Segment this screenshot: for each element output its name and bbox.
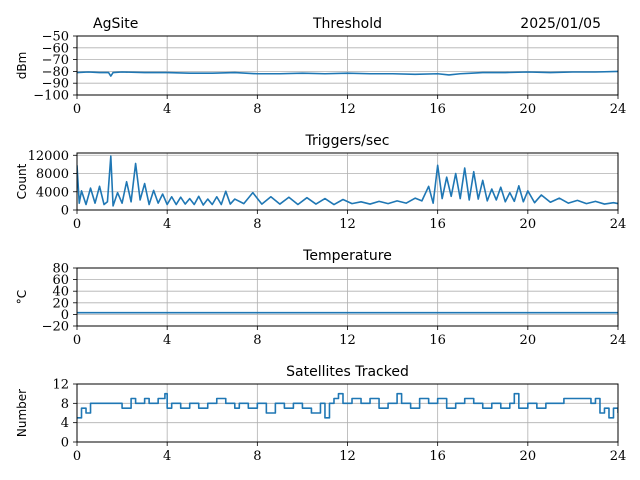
y-axis-label: Count — [15, 163, 29, 199]
y-tick-label: 0 — [61, 204, 69, 219]
y-tick-label: −70 — [42, 53, 69, 68]
x-tick-label: 4 — [163, 217, 171, 232]
x-tick-label: 12 — [339, 333, 356, 348]
y-tick-label: −60 — [42, 41, 69, 56]
series-line — [77, 392, 618, 419]
x-tick-label: 24 — [610, 333, 627, 348]
panels: 0 4 8 12 16 20 24 −100−90−80−70−60−50 Threshold d… — [15, 16, 626, 464]
y-tick-label: 8 — [61, 397, 69, 412]
x-tick-label: 0 — [73, 217, 81, 232]
x-tick-label: 16 — [429, 333, 446, 348]
y-tick-label: −80 — [42, 65, 69, 80]
x-tick-label: 8 — [253, 102, 261, 117]
x-tick-label: 4 — [163, 102, 171, 117]
x-tick-label: 12 — [339, 102, 356, 117]
y-tick-label: −100 — [33, 89, 69, 104]
y-tick-label: 20 — [52, 296, 69, 311]
x-tick-label: 24 — [610, 449, 627, 464]
x-tick-label: 8 — [253, 333, 261, 348]
y-tick-label: 8000 — [36, 167, 69, 182]
y-tick-label: 60 — [52, 273, 69, 288]
y-tick-label: −50 — [42, 30, 69, 45]
y-tick-label: 0 — [61, 436, 69, 451]
x-tick-label: 20 — [520, 333, 537, 348]
x-tick-label: 20 — [520, 449, 537, 464]
x-tick-label: 12 — [339, 217, 356, 232]
chart-title: Threshold — [312, 16, 382, 32]
chart-panel-0: 0 4 8 12 16 20 24 −100−90−80−70−60−50 Threshold d… — [15, 16, 626, 117]
x-tick-label: 4 — [163, 333, 171, 348]
x-tick-label: 24 — [610, 217, 627, 232]
x-tick-label: 16 — [429, 102, 446, 117]
y-axis-label: °C — [15, 290, 29, 304]
chart-title: Triggers/sec — [305, 133, 390, 149]
series-line — [77, 155, 618, 207]
x-tick-label: 4 — [163, 449, 171, 464]
x-tick-label: 20 — [520, 217, 537, 232]
x-tick-label: 8 — [253, 217, 261, 232]
x-tick-label: 20 — [520, 102, 537, 117]
y-tick-label: 0 — [61, 308, 69, 323]
y-tick-label: 12000 — [28, 149, 69, 164]
date-label: 2025/01/05 — [520, 16, 601, 32]
x-tick-label: 0 — [73, 449, 81, 464]
x-tick-label: 12 — [339, 449, 356, 464]
x-tick-label: 8 — [253, 449, 261, 464]
chart-panel-1: 0 4 8 12 16 20 24 0 4000 8000 12000 Triggers/sec Cou… — [15, 133, 626, 232]
y-tick-label: −20 — [42, 320, 69, 335]
y-tick-label: −90 — [42, 77, 69, 92]
series-line — [77, 70, 618, 77]
chart-title: Temperature — [302, 248, 392, 264]
site-label: AgSite — [93, 16, 138, 32]
y-tick-label: 4000 — [36, 185, 69, 200]
x-tick-label: 24 — [610, 102, 627, 117]
y-tick-label: 40 — [52, 285, 69, 300]
x-tick-label: 0 — [73, 102, 81, 117]
y-tick-label: 80 — [52, 262, 69, 277]
y-axis-label: dBm — [15, 52, 29, 80]
x-tick-label: 16 — [429, 449, 446, 464]
y-axis-label: Number — [15, 389, 29, 437]
chart-panel-3: 0 4 8 12 16 20 24 0 4 8 12 Satellites Tracked Number — [15, 364, 626, 464]
y-tick-label: 4 — [61, 416, 69, 431]
y-tick-label: 12 — [52, 378, 69, 393]
x-tick-label: 16 — [429, 217, 446, 232]
chart-title: Satellites Tracked — [286, 364, 409, 380]
x-tick-label: 0 — [73, 333, 81, 348]
